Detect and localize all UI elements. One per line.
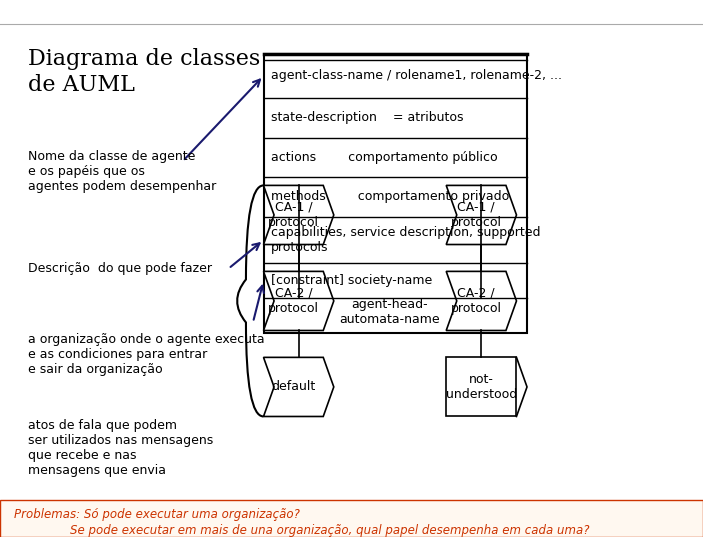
Text: agent-head-
automata-name: agent-head- automata-name — [340, 298, 441, 326]
Text: Diagrama de classes
de AUML: Diagrama de classes de AUML — [28, 49, 261, 96]
Text: actions        comportamento público: actions comportamento público — [271, 151, 498, 164]
Text: not-
understood: not- understood — [446, 373, 517, 401]
Text: CA-1 /
protocol: CA-1 / protocol — [451, 201, 502, 229]
FancyBboxPatch shape — [264, 54, 527, 333]
Polygon shape — [264, 272, 334, 330]
Text: a organização onde o agente executa
e as condiciones para entrar
e sair da organ: a organização onde o agente executa e as… — [28, 333, 265, 376]
FancyBboxPatch shape — [0, 500, 703, 537]
Polygon shape — [446, 185, 516, 245]
Text: methods        comportamento privado: methods comportamento privado — [271, 191, 509, 204]
Text: CA-2 /
protocol: CA-2 / protocol — [268, 287, 319, 315]
Polygon shape — [446, 272, 516, 330]
Text: atos de fala que podem
ser utilizados nas mensagens
que recebe e nas
mensagens q: atos de fala que podem ser utilizados na… — [28, 419, 213, 477]
Polygon shape — [446, 357, 516, 416]
Polygon shape — [264, 185, 334, 245]
Text: Descrição  do que pode fazer: Descrição do que pode fazer — [28, 262, 212, 275]
Text: capabilities, service description, supported
protocols: capabilities, service description, suppo… — [271, 226, 540, 254]
Text: Se pode executar em mais de una organização, qual papel desempenha em cada uma?: Se pode executar em mais de una organiza… — [71, 524, 590, 537]
Text: CA-2 /
protocol: CA-2 / protocol — [451, 287, 502, 315]
Text: CA-1 /
protocol: CA-1 / protocol — [268, 201, 319, 229]
Text: agent-class-name / rolename1, rolename-2, ...: agent-class-name / rolename1, rolename-2… — [271, 69, 562, 83]
Text: Problemas: Só pode executar uma organização?: Problemas: Só pode executar uma organiza… — [14, 508, 300, 521]
Text: [constraint] society-name: [constraint] society-name — [271, 274, 432, 287]
Text: Nome da classe de agente
e os papéis que os
agentes podem desempenhar: Nome da classe de agente e os papéis que… — [28, 151, 216, 193]
Polygon shape — [264, 357, 334, 416]
Text: state-description    = atributos: state-description = atributos — [271, 111, 463, 124]
Text: default: default — [271, 380, 315, 394]
